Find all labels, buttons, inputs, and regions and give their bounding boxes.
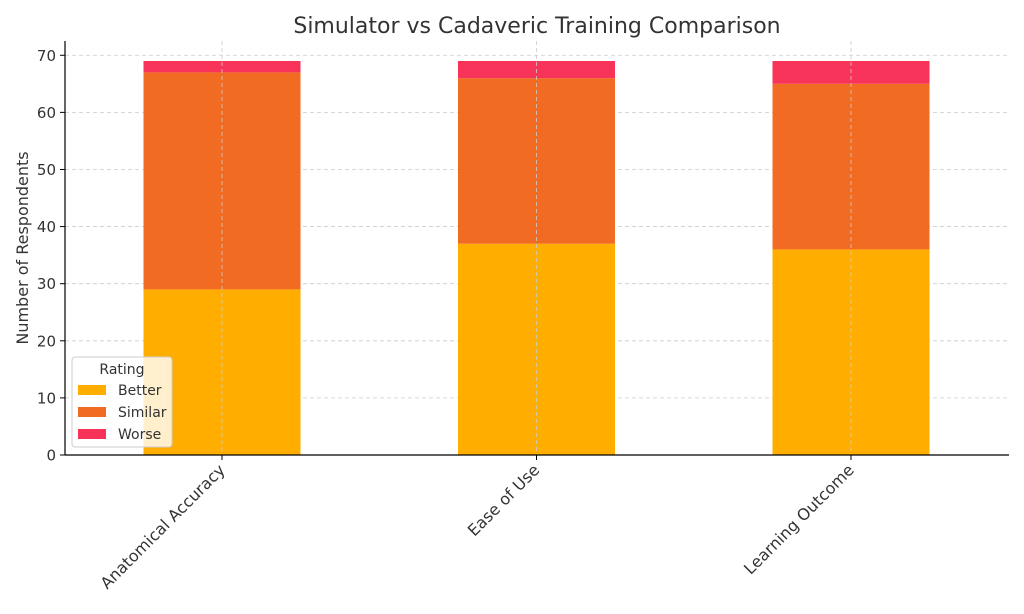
legend-title: Rating — [99, 362, 144, 378]
bar-worse-anatomical-accuracy — [143, 60, 301, 73]
y-axis-label: Number of Respondents — [13, 151, 32, 344]
y-tick-label: 30 — [37, 275, 56, 293]
legend-label-better: Better — [118, 383, 162, 399]
y-tick-label: 60 — [37, 104, 56, 122]
legend-swatch-better — [78, 385, 106, 395]
vertical-grid-layer — [221, 41, 852, 455]
legend-items: Better Similar Worse — [78, 383, 167, 443]
y-tick-label: 50 — [37, 161, 56, 179]
y-tick-label: 20 — [37, 332, 56, 350]
y-tick-layer: 0 10 20 30 40 50 60 70 — [37, 47, 65, 465]
x-tick-label: Ease of Use — [464, 460, 544, 540]
y-tick-label: 40 — [37, 218, 56, 236]
y-tick-label: 10 — [37, 389, 56, 407]
legend-label-worse: Worse — [118, 427, 161, 443]
legend-box — [71, 356, 173, 448]
y-tick-label: 0 — [46, 447, 56, 465]
x-tick-label: Anatomical Accuracy — [96, 460, 228, 592]
y-tick-label: 70 — [37, 47, 56, 65]
x-tick-layer: Anatomical Accuracy Ease of Use Learning O… — [96, 455, 858, 593]
legend: Rating Better Similar Worse — [71, 356, 173, 448]
chart-title: Simulator vs Cadaveric Training Comparis… — [293, 14, 780, 39]
x-tick-label: Learning Outcome — [740, 460, 858, 578]
legend-swatch-worse — [78, 429, 106, 439]
legend-label-similar: Similar — [118, 405, 167, 421]
legend-swatch-similar — [78, 407, 106, 417]
